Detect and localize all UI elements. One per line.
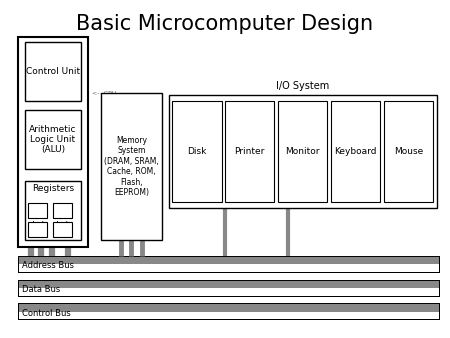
Text: Address Bus: Address Bus [22, 261, 75, 270]
Text: Registers: Registers [32, 184, 74, 193]
Text: Disk: Disk [187, 147, 207, 156]
Bar [18, 37, 88, 247]
Text: Keyboard: Keyboard [334, 147, 377, 156]
Bar [169, 95, 436, 208]
Bar [384, 101, 433, 202]
Bar [18, 303, 439, 312]
Text: Arithmetic
Logic Unit
(ALU): Arithmetic Logic Unit (ALU) [29, 124, 76, 154]
Bar [53, 203, 72, 218]
Bar [18, 303, 439, 319]
Text: Control Bus: Control Bus [22, 309, 71, 318]
Text: Printer: Printer [234, 147, 265, 156]
Bar [18, 280, 439, 296]
Bar [25, 181, 81, 240]
Bar [18, 256, 439, 264]
Text: <-- CPU: <-- CPU [92, 91, 117, 96]
Bar [101, 93, 162, 240]
Bar [28, 222, 47, 237]
Bar [25, 110, 81, 169]
Text: Data Bus: Data Bus [22, 285, 61, 294]
Text: ·  ·: · · [56, 217, 69, 227]
Bar [18, 280, 439, 296]
Text: Monitor: Monitor [285, 147, 320, 156]
Bar [18, 280, 439, 288]
Bar [18, 256, 439, 272]
Text: Control Unit: Control Unit [26, 67, 80, 76]
Bar [172, 101, 221, 202]
Bar [18, 256, 439, 272]
Bar [278, 101, 327, 202]
Text: ·  ·: · · [32, 217, 44, 227]
Text: I/O System: I/O System [276, 81, 329, 91]
Bar [53, 222, 72, 237]
Bar [28, 203, 47, 218]
Bar [225, 101, 274, 202]
Bar [25, 42, 81, 101]
Bar [331, 101, 380, 202]
Text: Mouse: Mouse [394, 147, 423, 156]
Text: Basic Microcomputer Design: Basic Microcomputer Design [76, 14, 373, 34]
Bar [18, 303, 439, 319]
Text: Memory
System
(DRAM, SRAM,
Cache, ROM,
Flash,
EEPROM): Memory System (DRAM, SRAM, Cache, ROM, F… [104, 136, 159, 197]
